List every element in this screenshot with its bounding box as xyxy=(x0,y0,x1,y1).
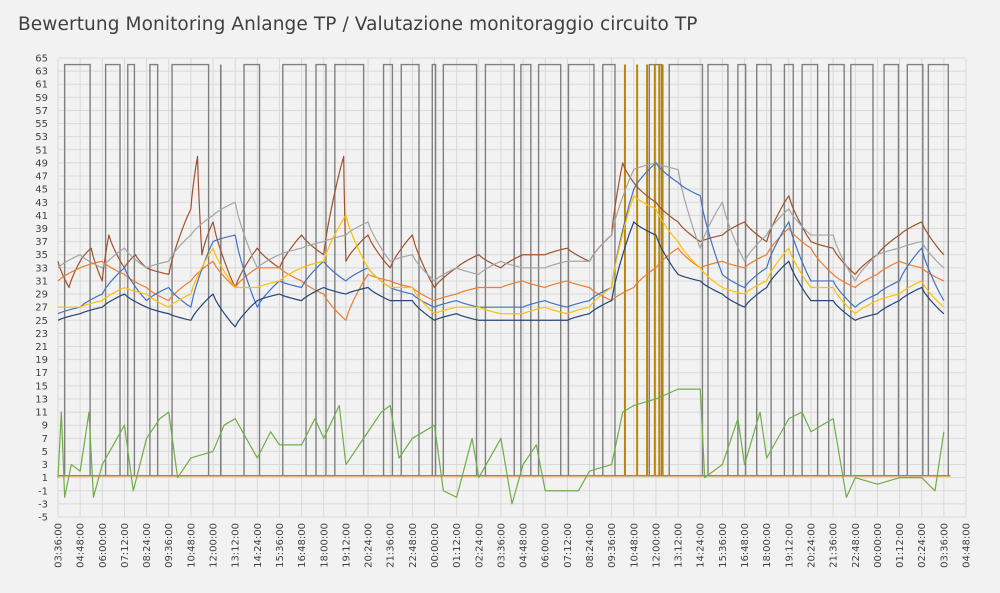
y-tick-label: 45 xyxy=(35,185,48,196)
x-tick-label: 15:36:00 xyxy=(275,523,286,568)
x-tick-label: 08:24:00 xyxy=(585,523,596,568)
y-tick-label: 53 xyxy=(35,132,48,143)
y-tick-label: 43 xyxy=(35,198,48,209)
x-tick-label: 20:24:00 xyxy=(806,523,817,568)
x-tick-label: 15:36:00 xyxy=(718,523,729,568)
y-tick-label: 59 xyxy=(35,93,48,104)
y-tick-label: 63 xyxy=(35,67,48,78)
x-tick-label: 07:12:00 xyxy=(563,523,574,568)
series-line-0 xyxy=(58,63,951,477)
y-tick-label: 29 xyxy=(35,290,48,301)
y-tick-label: 3 xyxy=(42,460,48,471)
y-tick-label: 57 xyxy=(35,106,48,117)
chart-title: Bewertung Monitoring Anlange TP / Valuta… xyxy=(18,14,698,35)
x-tick-label: 20:24:00 xyxy=(364,523,375,568)
x-tick-label: 21:36:00 xyxy=(829,523,840,568)
x-tick-label: 13:12:00 xyxy=(674,523,685,568)
y-tick-label: 5 xyxy=(42,447,48,458)
x-tick-label: 02:24:00 xyxy=(917,523,928,568)
x-tick-label: 07:12:00 xyxy=(120,523,131,568)
x-tick-label: 04:48:00 xyxy=(76,523,87,568)
y-tick-label: 19 xyxy=(35,355,48,366)
y-tick-label: 35 xyxy=(35,250,48,261)
x-tick-label: 18:00:00 xyxy=(319,523,330,568)
x-tick-label: 00:00:00 xyxy=(430,523,441,568)
x-tick-label: 04:48:00 xyxy=(519,523,530,568)
x-tick-label: 00:00:00 xyxy=(873,523,884,568)
y-tick-label: 27 xyxy=(35,303,48,314)
x-tick-label: 22:48:00 xyxy=(408,523,419,568)
x-tick-label: 22:48:00 xyxy=(851,523,862,568)
y-tick-label: 7 xyxy=(42,434,48,445)
y-tick-label: 17 xyxy=(35,368,48,379)
y-tick-label: 65 xyxy=(35,54,48,65)
series-layer xyxy=(57,63,951,505)
y-tick-label: 39 xyxy=(35,224,48,235)
series-line-8 xyxy=(57,388,945,505)
x-tick-label: 16:48:00 xyxy=(297,523,308,568)
y-tick-label: 37 xyxy=(35,237,48,248)
x-tick-label: 19:12:00 xyxy=(341,523,352,568)
x-tick-label: 08:24:00 xyxy=(142,523,153,568)
series-line-3 xyxy=(57,162,945,282)
y-tick-label: 9 xyxy=(42,421,48,432)
y-axis-ticks: -5-3-11357911131517192123252729313335373… xyxy=(35,54,48,524)
y-tick-label: 55 xyxy=(35,119,48,130)
x-tick-label: 12:00:00 xyxy=(209,523,220,568)
y-tick-label: 33 xyxy=(35,263,48,274)
y-tick-label: 13 xyxy=(35,394,48,405)
x-tick-label: 03:36:00 xyxy=(939,523,950,568)
y-tick-label: -1 xyxy=(38,486,48,497)
y-tick-label: 49 xyxy=(35,158,48,169)
series-line-7 xyxy=(57,221,945,328)
x-tick-label: 16:48:00 xyxy=(740,523,751,568)
y-tick-label: 23 xyxy=(35,329,48,340)
y-tick-label: 41 xyxy=(35,211,48,222)
x-tick-label: 02:24:00 xyxy=(474,523,485,568)
y-tick-label: 51 xyxy=(35,145,48,156)
y-tick-label: 31 xyxy=(35,276,48,287)
y-tick-label: 25 xyxy=(35,316,48,327)
x-tick-label: 04:48:00 xyxy=(962,523,973,568)
x-axis-ticks: 03:36:00 04:48:00 06:00:00 07:12:00 08:24:00… xyxy=(54,523,973,568)
x-tick-label: 12:00:00 xyxy=(651,523,662,568)
x-tick-label: 14:24:00 xyxy=(253,523,264,568)
y-tick-label: 47 xyxy=(35,172,48,183)
y-tick-label: -3 xyxy=(38,499,48,510)
x-tick-label: 03:36:00 xyxy=(54,523,65,568)
y-tick-label: 15 xyxy=(35,381,48,392)
x-tick-label: 18:00:00 xyxy=(762,523,773,568)
x-tick-label: 10:48:00 xyxy=(629,523,640,568)
x-tick-label: 14:24:00 xyxy=(696,523,707,568)
y-tick-label: 11 xyxy=(35,408,48,419)
x-tick-label: 01:12:00 xyxy=(452,523,463,568)
x-tick-label: 13:12:00 xyxy=(231,523,242,568)
series-line-6 xyxy=(58,195,945,315)
x-tick-label: 21:36:00 xyxy=(386,523,397,568)
y-tick-label: 61 xyxy=(35,80,48,91)
x-tick-label: 10:48:00 xyxy=(186,523,197,568)
y-tick-label: 21 xyxy=(35,342,48,353)
y-tick-label: 1 xyxy=(42,473,48,484)
x-tick-label: 01:12:00 xyxy=(895,523,906,568)
x-tick-label: 06:00:00 xyxy=(98,523,109,568)
y-tick-label: -5 xyxy=(38,513,48,524)
x-tick-label: 09:36:00 xyxy=(607,523,618,568)
x-tick-label: 09:36:00 xyxy=(164,523,175,568)
x-tick-label: 06:00:00 xyxy=(541,523,552,568)
series-line-4 xyxy=(57,227,945,321)
x-tick-label: 03:36:00 xyxy=(496,523,507,568)
x-tick-label: 19:12:00 xyxy=(784,523,795,568)
